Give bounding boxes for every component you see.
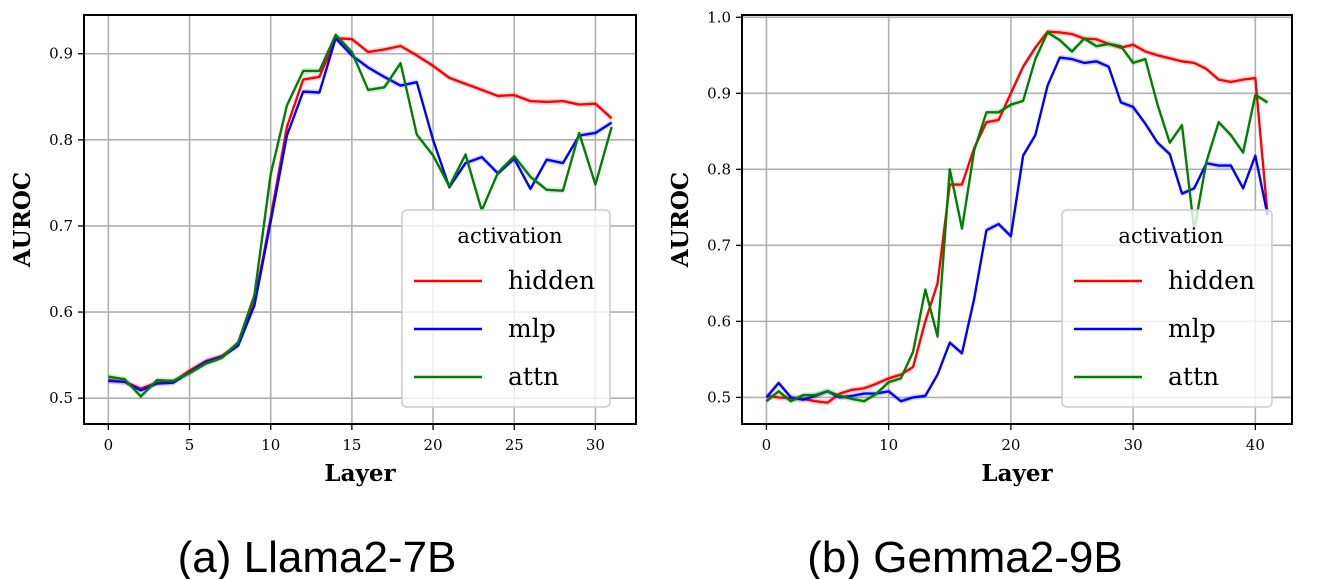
x-tick-label: 30 bbox=[586, 436, 605, 454]
y-tick-label: 0.8 bbox=[49, 131, 73, 149]
legend-label-mlp: mlp bbox=[1168, 314, 1216, 343]
subfigure-caption: (b) Gemma2-9B bbox=[807, 533, 1122, 579]
legend-label-mlp: mlp bbox=[508, 314, 556, 343]
x-tick-label: 0 bbox=[762, 436, 772, 454]
y-axis-label: AUROC bbox=[9, 172, 36, 268]
x-tick-label: 0 bbox=[104, 436, 114, 454]
x-axis-label: Layer bbox=[981, 460, 1053, 487]
y-tick-label: 1.0 bbox=[707, 8, 731, 26]
x-tick-label: 20 bbox=[1001, 436, 1020, 454]
x-tick-label: 10 bbox=[879, 436, 898, 454]
x-tick-label: 40 bbox=[1246, 436, 1265, 454]
x-tick-label: 5 bbox=[185, 436, 195, 454]
y-tick-label: 0.8 bbox=[707, 160, 731, 178]
x-tick-label: 25 bbox=[505, 436, 524, 454]
x-tick-label: 20 bbox=[424, 436, 443, 454]
plot-frame bbox=[83, 14, 637, 425]
series-line-hidden bbox=[108, 37, 613, 390]
legend-label-attn: attn bbox=[1168, 362, 1219, 391]
series-line-attn bbox=[765, 31, 1269, 403]
x-tick-label: 30 bbox=[1124, 436, 1143, 454]
y-tick-label: 0.6 bbox=[49, 303, 73, 321]
y-tick-label: 0.5 bbox=[49, 389, 73, 407]
legend-title: activation bbox=[457, 224, 562, 248]
legend-box bbox=[1061, 209, 1273, 408]
y-tick-label: 0.7 bbox=[707, 236, 731, 254]
subfigure-caption: (a) Llama2-7B bbox=[178, 533, 457, 579]
y-tick-label: 0.9 bbox=[707, 84, 731, 102]
series-line-attn bbox=[108, 33, 613, 398]
series-band-attn bbox=[766, 29, 1268, 405]
legend-box bbox=[401, 209, 611, 408]
y-tick-label: 0.7 bbox=[49, 217, 73, 235]
chart-llama2-7b: 0 5 10 15 20 25 30 0.5 0.6 0.7 0.8 0.9 Layer AUROC act… bbox=[9, 14, 637, 579]
series-line-hidden bbox=[766, 30, 1269, 404]
series-line-mlp bbox=[765, 56, 1269, 403]
x-tick-label: 10 bbox=[261, 436, 280, 454]
legend-label-hidden: hidden bbox=[508, 266, 595, 295]
legend-title: activation bbox=[1118, 224, 1223, 248]
chart-gemma2-9b: 0 10 20 30 40 0.5 0.6 0.7 0.8 0.9 1.0 Layer AUROC act… bbox=[667, 8, 1293, 579]
y-tick-label: 0.5 bbox=[707, 388, 731, 406]
x-tick-label: 15 bbox=[342, 436, 361, 454]
x-axis-label: Layer bbox=[324, 460, 396, 487]
y-tick-label: 0.6 bbox=[707, 312, 731, 330]
legend-label-hidden: hidden bbox=[1168, 266, 1255, 295]
legend-label-attn: attn bbox=[508, 362, 559, 391]
y-axis-label: AUROC bbox=[667, 172, 694, 268]
plot-frame bbox=[741, 14, 1293, 425]
y-tick-label: 0.9 bbox=[49, 45, 73, 63]
